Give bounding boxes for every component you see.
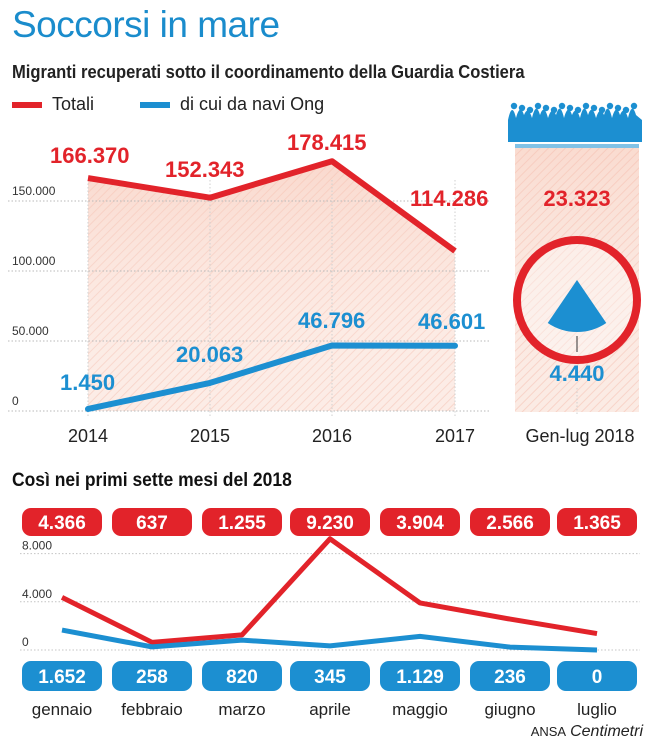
ngo-badge bbox=[557, 661, 637, 691]
gen-lug-total-label: 23.323 bbox=[543, 186, 610, 211]
total-badge-label: 1.255 bbox=[218, 513, 266, 534]
total-badge bbox=[112, 508, 192, 536]
crowd-head bbox=[518, 104, 526, 112]
credit-brand: Centimetri bbox=[570, 723, 643, 740]
total-badge-label: 9.230 bbox=[306, 513, 354, 534]
ngo-badge bbox=[22, 661, 102, 691]
ngo-badge-label: 236 bbox=[494, 667, 526, 688]
ngo-badge-label: 1.652 bbox=[38, 667, 86, 688]
total-badge bbox=[202, 508, 282, 536]
ngo-badge bbox=[470, 661, 550, 691]
credit: ANSA Centimetri bbox=[531, 723, 643, 741]
ngo-value-label: 20.063 bbox=[176, 342, 243, 367]
legend-ong: di cui da navi Ong bbox=[140, 94, 324, 115]
chart-subtitle: Migranti recuperati sotto il coordinamen… bbox=[12, 62, 525, 82]
total-badge bbox=[470, 508, 550, 536]
ngo-badge-label: 0 bbox=[592, 667, 603, 688]
y-tick-label: 0 bbox=[22, 635, 29, 649]
ngo-value-label: 46.601 bbox=[418, 309, 485, 334]
month-label: febbraio bbox=[121, 700, 182, 719]
total-badge bbox=[380, 508, 460, 536]
crowd-head bbox=[590, 104, 598, 112]
legend-swatch-blue bbox=[140, 101, 170, 108]
ngo-line bbox=[85, 342, 458, 412]
crowd-head bbox=[614, 104, 622, 112]
ngo-badge-label: 1.129 bbox=[396, 667, 444, 688]
ngo-value-label: 1.450 bbox=[60, 370, 115, 395]
legend-totali: Totali bbox=[12, 94, 94, 115]
ngo-badge bbox=[290, 661, 370, 691]
ngo-badge-label: 258 bbox=[136, 667, 168, 688]
crowd-head bbox=[582, 102, 590, 110]
crowd-head bbox=[622, 106, 630, 114]
ngo-value-label: 46.796 bbox=[298, 308, 365, 333]
y-tick-label: 8.000 bbox=[22, 539, 52, 553]
month-label: gennaio bbox=[32, 700, 93, 719]
crowd-head bbox=[510, 102, 518, 110]
month-label: aprile bbox=[309, 700, 351, 719]
ngo-wedge bbox=[547, 280, 607, 333]
section-title-2018: Così nei primi sette mesi del 2018 bbox=[12, 470, 292, 491]
crowd-silhouette bbox=[508, 108, 642, 142]
month-label: luglio bbox=[577, 700, 617, 719]
legend-label-totali: Totali bbox=[52, 94, 95, 114]
monthly-totals-line bbox=[60, 536, 598, 645]
total-value-label: 152.343 bbox=[165, 157, 245, 182]
wave-line bbox=[515, 144, 639, 148]
y-tick-label: 50.000 bbox=[12, 324, 49, 338]
crowd-head bbox=[598, 106, 606, 114]
x-tick-label: 2014 bbox=[68, 426, 108, 446]
month-label: marzo bbox=[218, 700, 265, 719]
month-label: maggio bbox=[392, 700, 448, 719]
ngo-badge bbox=[202, 661, 282, 691]
crowd-head bbox=[534, 102, 542, 110]
page-title: Soccorsi in mare bbox=[12, 4, 280, 45]
crowd-head bbox=[630, 102, 638, 110]
ngo-badge-label: 345 bbox=[314, 667, 346, 688]
total-badge-label: 2.566 bbox=[486, 513, 534, 534]
total-value-label: 178.415 bbox=[287, 130, 367, 155]
annual-chart: 0 50.000 100.000 150.000 166.370 152.343 178.4… bbox=[8, 102, 642, 446]
x-tick-label-gen-lug: Gen-lug 2018 bbox=[525, 426, 634, 446]
total-value-label: 114.286 bbox=[410, 186, 488, 211]
total-badge-label: 3.904 bbox=[396, 513, 444, 534]
x-tick-label: 2015 bbox=[190, 426, 230, 446]
crowd-head bbox=[566, 104, 574, 112]
totals-line bbox=[87, 158, 457, 254]
total-badge bbox=[22, 508, 102, 536]
monthly-ngo-line bbox=[61, 627, 598, 653]
ngo-badge-label: 820 bbox=[226, 667, 258, 688]
y-tick-label: 150.000 bbox=[12, 184, 56, 198]
x-tick-label: 2017 bbox=[435, 426, 475, 446]
crowd-head bbox=[574, 106, 582, 114]
y-tick-label: 100.000 bbox=[12, 254, 56, 268]
total-value-label: 166.370 bbox=[50, 143, 130, 168]
total-badge-label: 4.366 bbox=[38, 513, 86, 534]
ngo-badge bbox=[380, 661, 460, 691]
legend-label-ong: di cui da navi Ong bbox=[180, 94, 325, 114]
crowd-head bbox=[550, 106, 558, 114]
crowd-head bbox=[558, 102, 566, 110]
crowd-head bbox=[526, 106, 534, 114]
total-badge-label: 1.365 bbox=[573, 513, 621, 534]
credit-agency: ANSA bbox=[530, 724, 567, 739]
gen-lug-ngo-label: 4.440 bbox=[549, 361, 604, 386]
crowd-head bbox=[542, 104, 550, 112]
x-tick-label: 2016 bbox=[312, 426, 352, 446]
crowd-head bbox=[606, 102, 614, 110]
ngo-badge bbox=[112, 661, 192, 691]
month-label: giugno bbox=[484, 700, 535, 719]
total-badge bbox=[557, 508, 637, 536]
y-tick-label: 4.000 bbox=[22, 587, 52, 601]
legend-swatch-red bbox=[12, 101, 42, 108]
total-badge-label: 637 bbox=[136, 513, 168, 534]
total-badge bbox=[290, 508, 370, 536]
y-tick-label: 0 bbox=[12, 394, 19, 408]
